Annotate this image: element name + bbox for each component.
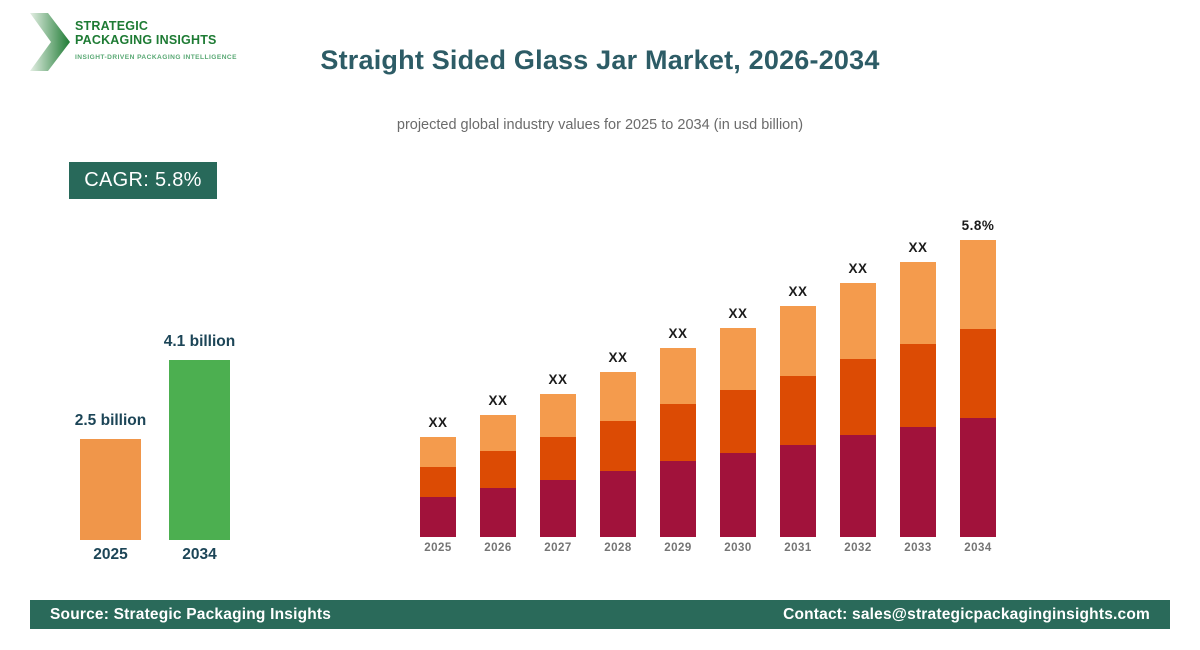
comparison-bar-2034 bbox=[169, 360, 230, 540]
comparison-year-2034: 2034 bbox=[182, 546, 217, 563]
stacked-year-2031: 2031 bbox=[784, 542, 812, 554]
footer-contact: Contact: sales@strategicpackaginginsight… bbox=[783, 605, 1150, 623]
logo-line1: STRATEGIC bbox=[75, 19, 149, 33]
stacked-bar-2031 bbox=[780, 306, 816, 537]
stacked-segment-bottom-segment-2028 bbox=[600, 471, 636, 537]
page-subtitle: projected global industry values for 202… bbox=[396, 117, 804, 133]
stacked-segment-bottom-segment-2034 bbox=[960, 418, 996, 537]
stacked-segment-middle-segment-2029 bbox=[660, 404, 696, 461]
stacked-segment-top-segment-2032 bbox=[840, 283, 876, 359]
comparison-value-2034: 4.1 billion bbox=[163, 333, 236, 350]
stacked-segment-top-segment-2030 bbox=[720, 328, 756, 390]
stacked-bar-label-2030: XX bbox=[728, 306, 748, 321]
stacked-year-2026: 2026 bbox=[484, 542, 512, 554]
stacked-year-2029: 2029 bbox=[664, 542, 692, 554]
comparison-value-2025: 2.5 billion bbox=[74, 412, 147, 429]
stacked-segment-top-segment-2025 bbox=[420, 437, 456, 467]
stacked-segment-bottom-segment-2025 bbox=[420, 497, 456, 537]
stacked-segment-top-segment-2031 bbox=[780, 306, 816, 376]
page-title: Straight Sided Glass Jar Market, 2026-20… bbox=[320, 45, 880, 75]
stacked-year-2033: 2033 bbox=[904, 542, 932, 554]
stacked-bar-2034 bbox=[960, 240, 996, 537]
stacked-segment-middle-segment-2034 bbox=[960, 329, 996, 418]
stacked-bar-2033 bbox=[900, 262, 936, 537]
footer-bar: Source: Strategic Packaging Insights Con… bbox=[30, 600, 1170, 629]
footer-source: Source: Strategic Packaging Insights bbox=[50, 605, 332, 623]
stacked-year-2034: 2034 bbox=[964, 542, 992, 554]
logo-tagline: INSIGHT-DRIVEN PACKAGING INTELLIGENCE bbox=[75, 54, 237, 61]
stacked-bar-label-2034: 5.8% bbox=[961, 218, 995, 233]
stacked-segment-top-segment-2028 bbox=[600, 372, 636, 421]
stacked-year-2028: 2028 bbox=[604, 542, 632, 554]
stacked-year-2025: 2025 bbox=[424, 542, 452, 554]
stacked-bar-label-2025: XX bbox=[428, 415, 448, 430]
stacked-segment-middle-segment-2033 bbox=[900, 344, 936, 427]
stacked-segment-bottom-segment-2033 bbox=[900, 427, 936, 537]
stacked-segment-bottom-segment-2026 bbox=[480, 488, 516, 537]
stacked-bar-2032 bbox=[840, 283, 876, 537]
comparison-chart: 2.5 billion 2025 4.1 billion 2034 bbox=[75, 300, 240, 563]
stacked-segment-middle-segment-2025 bbox=[420, 467, 456, 497]
logo-text: STRATEGIC PACKAGING INSIGHTS INSIGHT-DRI… bbox=[75, 13, 237, 61]
stacked-segment-bottom-segment-2031 bbox=[780, 445, 816, 537]
stacked-bar-2025 bbox=[420, 437, 456, 537]
stacked-year-2032: 2032 bbox=[844, 542, 872, 554]
stacked-segment-top-segment-2033 bbox=[900, 262, 936, 344]
stacked-segment-middle-segment-2030 bbox=[720, 390, 756, 453]
stacked-segment-top-segment-2027 bbox=[540, 394, 576, 437]
stacked-bar-2028 bbox=[600, 372, 636, 537]
cagr-badge: CAGR: 5.8% bbox=[69, 162, 217, 199]
stacked-segment-middle-segment-2026 bbox=[480, 451, 516, 488]
stacked-bar-2027 bbox=[540, 394, 576, 537]
stacked-bar-chart: XX 2025 XX 2026 XX 2027 XX 2028 XX 2029 XX 2030 XX 20… bbox=[420, 205, 1000, 560]
stacked-year-2027: 2027 bbox=[544, 542, 572, 554]
stacked-segment-middle-segment-2028 bbox=[600, 421, 636, 471]
comparison-bar-2025 bbox=[80, 439, 141, 540]
stacked-bar-label-2032: XX bbox=[848, 261, 868, 276]
stacked-segment-middle-segment-2031 bbox=[780, 376, 816, 445]
chevron-arrow-icon bbox=[30, 13, 70, 71]
stacked-segment-middle-segment-2032 bbox=[840, 359, 876, 435]
stacked-segment-top-segment-2029 bbox=[660, 348, 696, 404]
logo: STRATEGIC PACKAGING INSIGHTS INSIGHT-DRI… bbox=[30, 13, 237, 71]
stacked-segment-top-segment-2026 bbox=[480, 415, 516, 451]
stacked-segment-bottom-segment-2027 bbox=[540, 480, 576, 537]
stacked-bar-label-2029: XX bbox=[668, 326, 688, 341]
logo-line2: PACKAGING INSIGHTS bbox=[75, 32, 217, 47]
stacked-segment-bottom-segment-2029 bbox=[660, 461, 696, 537]
stacked-bar-2029 bbox=[660, 348, 696, 537]
stacked-bar-2030 bbox=[720, 328, 756, 537]
stacked-bar-label-2028: XX bbox=[608, 350, 628, 365]
stacked-segment-middle-segment-2027 bbox=[540, 437, 576, 480]
stacked-bar-label-2027: XX bbox=[548, 372, 568, 387]
comparison-year-2025: 2025 bbox=[93, 546, 128, 563]
stacked-bar-label-2033: XX bbox=[908, 240, 928, 255]
stacked-segment-bottom-segment-2030 bbox=[720, 453, 756, 537]
stacked-year-2030: 2030 bbox=[724, 542, 752, 554]
stacked-bar-label-2031: XX bbox=[788, 284, 808, 299]
stacked-segment-top-segment-2034 bbox=[960, 240, 996, 329]
stacked-segment-bottom-segment-2032 bbox=[840, 435, 876, 537]
stacked-bar-label-2026: XX bbox=[488, 393, 508, 408]
stacked-bar-2026 bbox=[480, 415, 516, 537]
